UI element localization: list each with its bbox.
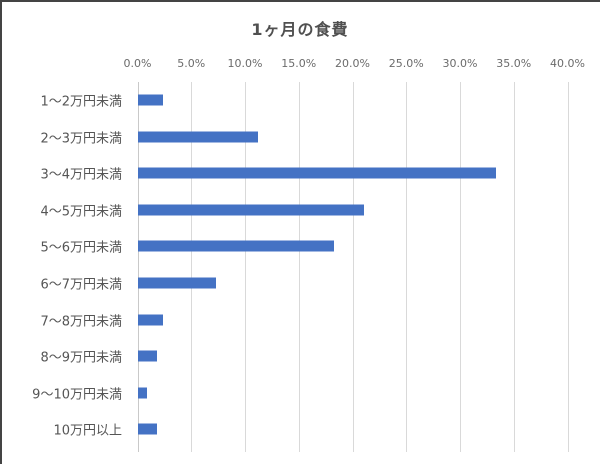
gridline [353, 82, 354, 452]
chart-title: 1ヶ月の食費 [251, 20, 349, 39]
category-label: 3〜4万円未満 [40, 167, 122, 183]
gridline [406, 82, 407, 452]
category-label: 1〜2万円未満 [40, 94, 122, 110]
category-label: 6〜7万円未満 [40, 277, 122, 293]
frame-top-border [0, 0, 600, 2]
category-label: 7〜8万円未満 [40, 314, 122, 330]
category-label: 10万円以上 [53, 423, 122, 439]
bar [138, 387, 147, 399]
x-tick-label: 5.0% [177, 57, 206, 70]
bar [138, 240, 334, 252]
bar [138, 204, 364, 216]
category-label: 8〜9万円未満 [40, 350, 122, 366]
x-tick-label: 15.0% [281, 57, 317, 70]
gridline [568, 82, 569, 452]
bar [138, 423, 158, 435]
category-label: 9〜10万円未満 [32, 387, 122, 403]
frame-left-border [0, 0, 2, 464]
y-axis-line [138, 82, 139, 452]
x-tick-label: 0.0% [123, 57, 152, 70]
gridline [245, 82, 246, 452]
bar [138, 167, 496, 179]
category-label: 5〜6万円未満 [40, 240, 122, 256]
x-tick-label: 30.0% [442, 57, 478, 70]
bar [138, 94, 163, 106]
gridline [460, 82, 461, 452]
bar [138, 350, 158, 362]
gridline [514, 82, 515, 452]
category-label: 4〜5万円未満 [40, 204, 122, 220]
category-label: 2〜3万円未満 [40, 131, 122, 147]
x-tick-label: 40.0% [550, 57, 585, 70]
bar [138, 131, 259, 143]
gridline [191, 82, 192, 452]
gridline [299, 82, 300, 452]
x-tick-label: 25.0% [388, 57, 424, 70]
x-tick-label: 35.0% [496, 57, 532, 70]
bar [138, 314, 163, 326]
x-tick-label: 20.0% [335, 57, 370, 70]
x-tick-label: 10.0% [227, 57, 263, 70]
bar [138, 277, 217, 289]
